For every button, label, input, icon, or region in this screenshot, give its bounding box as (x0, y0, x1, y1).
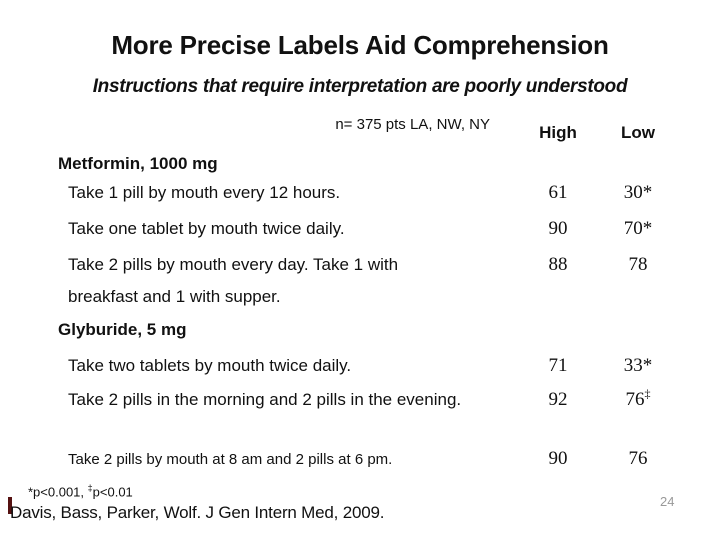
high-value: 92 (548, 389, 568, 410)
low-value-text: 33* (623, 355, 653, 376)
instruction-label: Take 2 pills in the morning and 2 pills … (68, 390, 462, 409)
dose-instruction-row: Take 2 pills in the morning and 2 pills … (30, 384, 690, 416)
low-value: 70* (598, 213, 678, 245)
drug-section-header-metformin: Metformin, 1000 mg (30, 153, 690, 175)
low-value-text: 70* (623, 218, 653, 239)
high-value: 90 (548, 218, 568, 239)
dose-instruction-row: Take two tablets by mouth twice daily. 7… (30, 350, 690, 382)
instruction-label: Take one tablet by mouth twice daily. (68, 219, 345, 238)
significance-part1: *p<0.001, (28, 484, 88, 500)
low-value-text: 30* (623, 182, 653, 203)
significance-part2: p<0.01 (92, 484, 133, 500)
low-value: 30* (598, 177, 678, 209)
drug-section-label: Metformin, 1000 mg (58, 154, 218, 173)
dose-instruction-row: Take 2 pills by mouth at 8 am and 2 pill… (30, 443, 690, 476)
column-header-high: High (539, 123, 577, 142)
high-value: 88 (548, 254, 568, 275)
low-value-superscript: ‡ (644, 386, 651, 401)
instruction-label: Take 2 pills by mouth at 8 am and 2 pill… (68, 451, 393, 468)
table-header-row: n= 375 pts LA, NW, NY High Low (30, 113, 690, 143)
significance-footnote: *p<0.001, ‡p<0.01 (28, 483, 133, 499)
low-value-text: 76 (625, 389, 645, 410)
dose-instruction-row: Take one tablet by mouth twice daily. 90… (30, 213, 690, 245)
low-value-text: 78 (628, 254, 648, 275)
low-value: 33* (598, 350, 678, 382)
drug-section-label: Glyburide, 5 mg (58, 320, 187, 339)
high-value: 61 (548, 182, 568, 203)
sample-size-note: n= 375 pts LA, NW, NY (335, 116, 490, 133)
dose-instruction-row: Take 2 pills by mouth every day. Take 1 … (30, 249, 690, 313)
slide-title: More Precise Labels Aid Comprehension (111, 30, 609, 60)
slide-subtitle: Instructions that require interpretation… (92, 76, 628, 97)
instruction-label: Take 2 pills by mouth every day. Take 1 … (68, 255, 399, 306)
instruction-label: Take two tablets by mouth twice daily. (68, 356, 352, 375)
low-value: 76‡ (598, 384, 678, 416)
left-edge-accent-mark (8, 497, 12, 514)
double-dagger-symbol: ‡ (87, 483, 93, 493)
instruction-label: Take 1 pill by mouth every 12 hours. (68, 183, 341, 202)
page-number: 24 (660, 494, 675, 509)
high-value: 90 (548, 448, 568, 469)
dose-instruction-row: Take 1 pill by mouth every 12 hours. 61 … (30, 177, 690, 209)
low-value-text: 76 (628, 448, 648, 469)
high-value: 71 (548, 355, 568, 376)
low-value: 78 (598, 249, 678, 281)
low-value: 76 (598, 443, 678, 475)
column-header-low: Low (621, 123, 655, 142)
drug-section-header-glyburide: Glyburide, 5 mg (30, 319, 690, 341)
citation: Davis, Bass, Parker, Wolf. J Gen Intern … (10, 503, 385, 522)
